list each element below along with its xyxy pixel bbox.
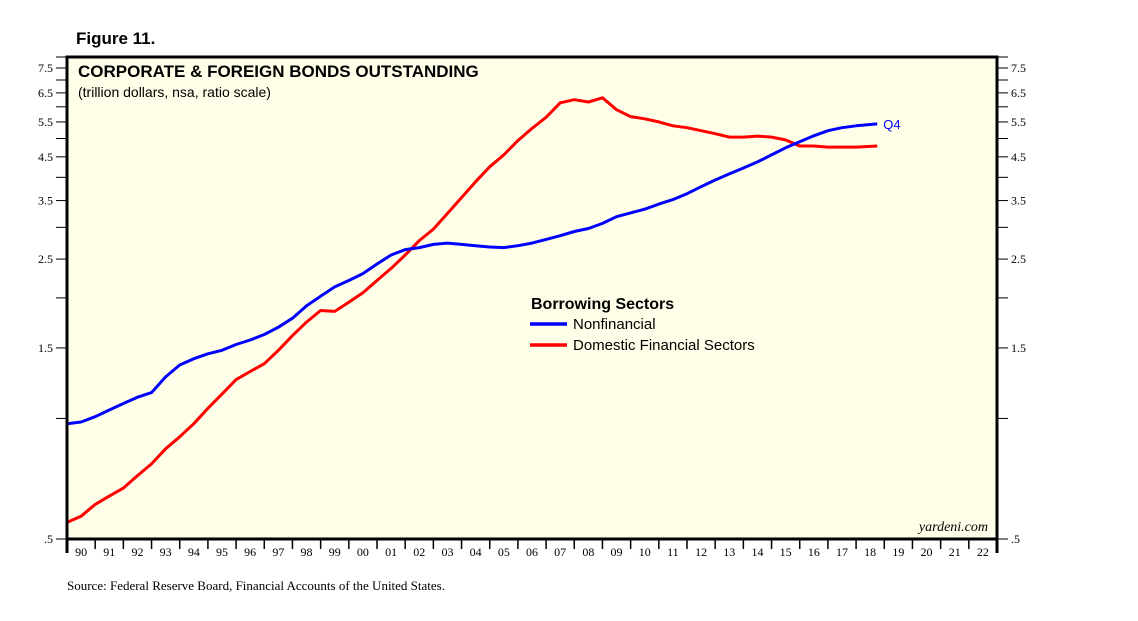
chart-title: CORPORATE & FOREIGN BONDS OUTSTANDING [78, 62, 479, 81]
x-tick-label: 99 [329, 545, 341, 559]
x-tick-label: 93 [160, 545, 172, 559]
q4-end-label: Q4 [883, 117, 900, 132]
x-tick-label: 95 [216, 545, 228, 559]
watermark: yardeni.com [917, 520, 988, 535]
x-tick-label: 06 [526, 545, 538, 559]
x-tick-label: 09 [611, 545, 623, 559]
y-tick-label-right: .5 [1011, 532, 1020, 546]
legend-label-financial: Domestic Financial Sectors [573, 337, 755, 354]
y-axis-right: 7.5 6.5 5.5 4.5 3.5 2.5 1.5 .5 [997, 56, 1026, 546]
x-tick-label: 18 [864, 545, 876, 559]
y-tick-label-left: 6.5 [38, 86, 53, 100]
x-tick-label: 22 [977, 545, 989, 559]
y-tick-label-right: 7.5 [1011, 61, 1026, 75]
series-layer [66, 96, 878, 524]
y-tick-label-right: 2.5 [1011, 252, 1026, 266]
x-tick-label: 15 [780, 545, 792, 559]
legend-title: Borrowing Sectors [531, 296, 674, 313]
x-tick-label: 19 [892, 545, 904, 559]
y-tick-label-right: 6.5 [1011, 86, 1026, 100]
y-tick-label-left: 5.5 [38, 115, 53, 129]
x-tick-label: 20 [921, 545, 933, 559]
x-tick-label: 92 [131, 545, 143, 559]
x-tick-label: 17 [836, 545, 848, 559]
figure-label: Figure 11. [76, 29, 155, 48]
x-tick-label: 04 [470, 545, 482, 559]
y-tick-label-right: 4.5 [1011, 150, 1026, 164]
source-note: Source: Federal Reserve Board, Financial… [67, 578, 445, 593]
x-tick-label: 21 [949, 545, 961, 559]
legend-label-nonfinancial: Nonfinancial [573, 316, 656, 333]
y-tick-label-left: 3.5 [38, 194, 53, 208]
x-tick-label: 00 [357, 545, 369, 559]
series-nonfinancial-line [66, 122, 878, 426]
y-tick-label-left: 7.5 [38, 61, 53, 75]
x-tick-label: 90 [75, 545, 87, 559]
x-tick-label: 14 [751, 545, 763, 559]
x-tick-label: 96 [244, 545, 256, 559]
y-tick-label-right: 3.5 [1011, 194, 1026, 208]
legend: Borrowing Sectors Nonfinancial Domestic … [530, 296, 755, 354]
y-tick-label-right: 1.5 [1011, 341, 1026, 355]
x-axis: 90 91 92 93 94 95 96 97 98 99 00 01 02 03 04 05 06 07 08 09… [65, 539, 999, 559]
series-financial-line [66, 96, 878, 524]
x-tick-label: 98 [301, 545, 313, 559]
y-axis-left: 7.5 6.5 5.5 4.5 3.5 2.5 1.5 .5 [38, 56, 67, 546]
y-tick-label-right: 5.5 [1011, 115, 1026, 129]
y-tick-label-left: 1.5 [38, 341, 53, 355]
x-tick-label: 10 [639, 545, 651, 559]
x-tick-label: 97 [272, 545, 284, 559]
x-tick-label: 16 [808, 545, 820, 559]
plot-area [67, 57, 997, 539]
x-tick-label: 02 [413, 545, 425, 559]
x-tick-label: 08 [582, 545, 594, 559]
x-tick-label: 91 [103, 545, 115, 559]
x-tick-label: 01 [385, 545, 397, 559]
x-tick-label: 05 [498, 545, 510, 559]
x-tick-label: 94 [188, 545, 200, 559]
chart-subtitle: (trillion dollars, nsa, ratio scale) [78, 84, 271, 100]
x-tick-label: 07 [554, 545, 566, 559]
x-tick-label: 11 [667, 545, 679, 559]
x-tick-label: 13 [723, 545, 735, 559]
y-tick-label-left: 4.5 [38, 150, 53, 164]
y-tick-label-left: 2.5 [38, 252, 53, 266]
x-tick-label: 12 [695, 545, 707, 559]
y-tick-label-left: .5 [44, 532, 53, 546]
x-tick-label: 03 [441, 545, 453, 559]
plot-frame [65, 55, 999, 541]
